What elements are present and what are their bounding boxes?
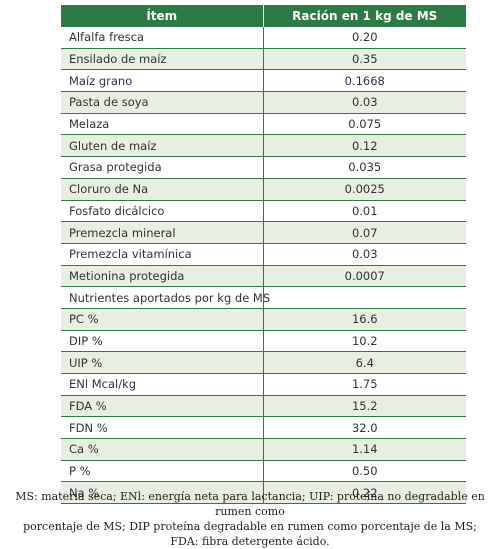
value-cell: 0.0007	[262, 264, 466, 287]
table-row: Fosfato dicálcico 0.01	[61, 199, 466, 222]
table-row: Ca % 1.14	[61, 438, 466, 461]
item-cell: Ensilado de maíz	[61, 47, 263, 70]
footnote-line-1: MS: materia seca; ENl: energía neta para…	[15, 490, 485, 518]
item-cell: ENl Mcal/kg	[61, 373, 263, 396]
item-cell: Na %	[61, 481, 263, 505]
item-cell: Nutrientes aportados por kg de MS	[61, 286, 270, 309]
value-cell: 6.4	[262, 351, 466, 374]
value-cell: 0.07	[262, 221, 466, 244]
item-cell: Metionina protegida	[61, 264, 263, 287]
item-cell: Grasa protegida	[61, 156, 263, 179]
value-cell: 0.1668	[262, 69, 466, 92]
item-cell: FDA %	[61, 394, 263, 417]
header-ration: Ración en 1 kg de MS	[262, 5, 466, 27]
item-cell: Melaza	[61, 112, 263, 135]
ration-table-container: Ítem Ración en 1 kg de MS Alfalfa fresca…	[61, 5, 466, 505]
item-cell: P %	[61, 459, 263, 482]
item-cell: Alfalfa fresca	[61, 26, 263, 49]
table-row: Alfalfa fresca 0.20	[61, 26, 466, 49]
value-cell: 15.2	[262, 394, 466, 417]
value-cell: 0.01	[262, 199, 466, 222]
table-row: FDA % 15.2	[61, 394, 466, 417]
table-row: Maíz grano 0.1668	[61, 69, 466, 92]
value-cell: 16.6	[262, 307, 466, 331]
item-cell: Fosfato dicálcico	[61, 199, 263, 222]
table-row: Metionina protegida 0.0007	[61, 264, 466, 287]
item-cell: DIP %	[61, 329, 263, 352]
table-row: Ensilado de maíz 0.35	[61, 47, 466, 70]
item-cell: Premezcla vitamínica	[61, 242, 263, 266]
table-row: Melaza 0.075	[61, 112, 466, 135]
value-cell: 0.35	[262, 47, 466, 70]
table-row: PC % 16.6	[61, 307, 466, 331]
table-row: ENl Mcal/kg 1.75	[61, 373, 466, 396]
value-cell: 0.12	[262, 134, 466, 157]
item-cell: FDN %	[61, 416, 263, 439]
footnote-line-3: FDA: fibra detergente ácido.	[170, 535, 330, 548]
item-cell: Maíz grano	[61, 69, 263, 92]
header-item: Ítem	[61, 5, 263, 27]
table-row: UIP % 6.4	[61, 351, 466, 374]
table-row: Pasta de soya 0.03	[61, 91, 466, 114]
value-cell: 0.03	[262, 242, 466, 266]
item-cell: Gluten de maíz	[61, 134, 263, 157]
table-row: Na % 0.22	[61, 481, 466, 505]
value-cell: 0.50	[262, 459, 466, 482]
footnote: MS: materia seca; ENl: energía neta para…	[6, 489, 494, 549]
table-row: Grasa protegida 0.035	[61, 156, 466, 179]
item-cell: UIP %	[61, 351, 263, 374]
value-cell: 0.20	[262, 26, 466, 49]
footnote-line-2: porcentaje de MS; DIP proteína degradabl…	[23, 520, 477, 533]
empty-cell	[262, 286, 466, 309]
value-cell: 0.035	[262, 156, 466, 179]
value-cell: 1.75	[262, 373, 466, 396]
value-cell: 0.075	[262, 112, 466, 135]
table-row: FDN % 32.0	[61, 416, 466, 439]
value-cell: 0.22	[262, 481, 466, 505]
value-cell: 32.0	[262, 416, 466, 439]
table-row: Gluten de maíz 0.12	[61, 134, 466, 157]
section-header-row: Nutrientes aportados por kg de MS	[61, 286, 466, 309]
item-cell: Ca %	[61, 438, 263, 461]
value-cell: 0.0025	[262, 177, 466, 200]
item-cell: PC %	[61, 307, 263, 331]
table-row: Premezcla vitamínica 0.03	[61, 242, 466, 266]
value-cell: 1.14	[262, 438, 466, 461]
item-cell: Premezcla mineral	[61, 221, 263, 244]
ration-table: Ítem Ración en 1 kg de MS Alfalfa fresca…	[61, 5, 466, 505]
value-cell: 10.2	[262, 329, 466, 352]
table-body: Alfalfa fresca 0.20 Ensilado de maíz 0.35 Ma…	[61, 26, 466, 505]
item-cell: Pasta de soya	[61, 91, 263, 114]
value-cell: 0.03	[262, 91, 466, 114]
table-row: Cloruro de Na 0.0025	[61, 177, 466, 200]
table-row: Premezcla mineral 0.07	[61, 221, 466, 244]
table-header-row: Ítem Ración en 1 kg de MS	[61, 5, 466, 27]
item-cell: Cloruro de Na	[61, 177, 263, 200]
table-row: DIP % 10.2	[61, 329, 466, 352]
table-row: P % 0.50	[61, 459, 466, 482]
